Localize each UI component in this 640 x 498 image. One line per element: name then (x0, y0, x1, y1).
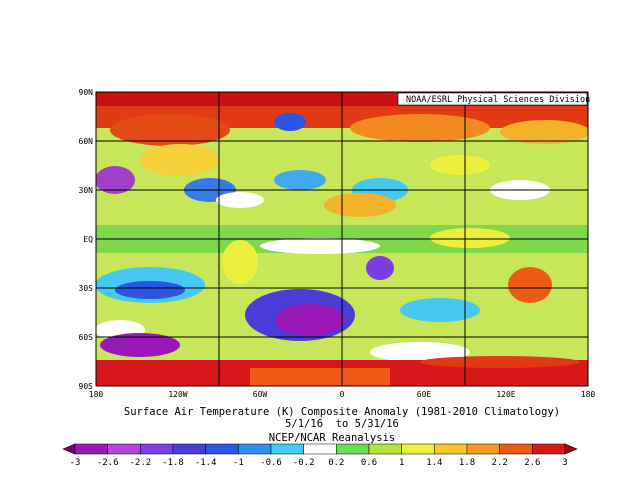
lon-label: 60E (417, 390, 432, 399)
colorbar-tick-label: 1.8 (459, 458, 475, 468)
colorbar-tick-label: -1.8 (162, 458, 184, 468)
colorbar-arrow-high (564, 443, 578, 455)
colorbar-segment (532, 443, 566, 455)
lat-label: 90S (79, 382, 94, 391)
colorbar-tick-label: 1.4 (426, 458, 442, 468)
colorbar-tick-label: 0.2 (328, 458, 344, 468)
colorbar-arrow-low (62, 443, 76, 455)
date-range: 5/1/16 to 5/31/16 (285, 418, 399, 430)
lon-label: 180 (89, 390, 104, 399)
lon-label: 60W (253, 390, 268, 399)
map-title: Surface Air Temperature (K) Composite An… (124, 406, 560, 418)
colorbar-tick-label: -2.6 (97, 458, 119, 468)
longitude-labels: 180 120W 60W 0 60E 120E 180 (89, 390, 596, 399)
colorbar-segment (499, 443, 533, 455)
colorbar-segment (238, 443, 272, 455)
lon-label: 0 (340, 390, 345, 399)
colorbar-segment (303, 443, 337, 455)
lat-label: 60S (79, 333, 94, 342)
colorbar-segment (336, 443, 370, 455)
colorbar-tick-label: -2.2 (129, 458, 151, 468)
lon-label: 180 (581, 390, 596, 399)
lat-label: 90N (79, 88, 94, 97)
lat-label: EQ (83, 235, 93, 244)
colorbar-segment (270, 443, 304, 455)
colorbar-segment (74, 443, 108, 455)
colorbar-segment (205, 443, 239, 455)
credit-text: NOAA/ESRL Physical Sciences Division (406, 95, 590, 105)
lat-label: 30S (79, 284, 94, 293)
colorbar-tick-label: 3 (562, 458, 567, 468)
colorbar-tick-label: 2.2 (492, 458, 508, 468)
lon-label: 120W (168, 390, 187, 399)
latitude-labels: 90N 60N 30N EQ 30S 60S 90S (79, 88, 94, 391)
colorbar-segment (434, 443, 468, 455)
colorbar-tick-label: 0.6 (361, 458, 377, 468)
colorbar-segment (466, 443, 500, 455)
colorbar-tick-label: -3 (70, 458, 81, 468)
lon-label: 120E (496, 390, 515, 399)
colorbar-segment (368, 443, 402, 455)
colorbar-segment (172, 443, 206, 455)
colorbar-segment (140, 443, 174, 455)
colorbar-tick-label: -1.4 (195, 458, 217, 468)
colorbar-tick-label: -1 (233, 458, 244, 468)
colorbar-tick-label: 2.6 (524, 458, 540, 468)
colorbar-tick-label: 1 (399, 458, 404, 468)
lat-label: 60N (79, 137, 94, 146)
lat-label: 30N (79, 186, 94, 195)
data-source: NCEP/NCAR Reanalysis (269, 432, 395, 444)
colorbar (62, 443, 578, 455)
colorbar-segment (401, 443, 435, 455)
graticule (96, 92, 588, 386)
colorbar-ticks: -3 -2.6 -2.2 -1.8 -1.4 -1 -0.6 -0.2 0.2 0.6 1 1.4 1.… (70, 458, 568, 468)
colorbar-tick-label: -0.2 (293, 458, 315, 468)
colorbar-tick-label: -0.6 (260, 458, 282, 468)
colorbar-segment (107, 443, 141, 455)
